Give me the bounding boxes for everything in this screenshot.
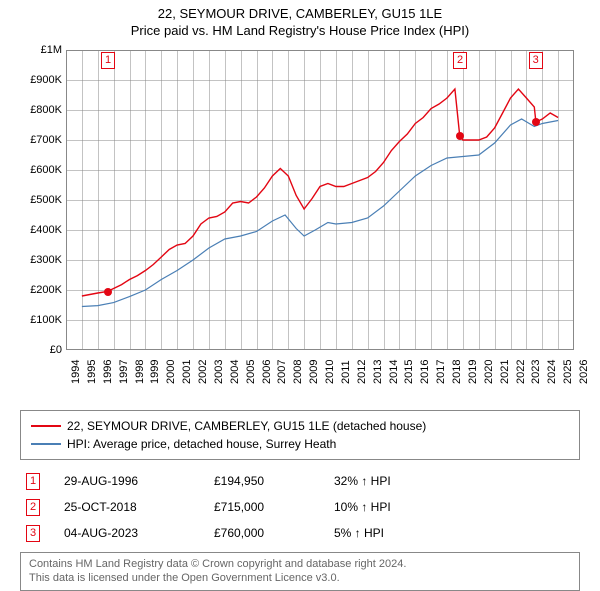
transaction-dot: [104, 288, 112, 296]
x-axis-label: 2020: [483, 360, 495, 384]
x-axis-label: 2022: [515, 360, 527, 384]
x-axis-label: 2012: [356, 360, 368, 384]
transaction-number-badge: 3: [26, 525, 40, 542]
x-axis-label: 2018: [451, 360, 463, 384]
transaction-price: £715,000: [214, 500, 334, 514]
x-axis-label: 2003: [213, 360, 225, 384]
legend-swatch: [31, 425, 61, 427]
x-axis-label: 2001: [181, 360, 193, 384]
x-axis-label: 1999: [149, 360, 161, 384]
chart-title-block: 22, SEYMOUR DRIVE, CAMBERLEY, GU15 1LE P…: [0, 0, 600, 40]
transaction-dot: [456, 132, 464, 140]
transaction-row: 3 04-AUG-2023£760,0005% ↑ HPI: [20, 520, 580, 546]
legend-label: 22, SEYMOUR DRIVE, CAMBERLEY, GU15 1LE (…: [67, 419, 426, 433]
transaction-callout: 3: [529, 52, 543, 69]
legend: 22, SEYMOUR DRIVE, CAMBERLEY, GU15 1LE (…: [20, 410, 580, 460]
transaction-number-badge: 2: [26, 499, 40, 516]
x-axis-label: 2021: [499, 360, 511, 384]
transaction-number-badge: 1: [26, 473, 40, 490]
x-axis-label: 2016: [419, 360, 431, 384]
legend-item: HPI: Average price, detached house, Surr…: [31, 435, 569, 453]
x-axis-label: 1997: [118, 360, 130, 384]
footer-line2: This data is licensed under the Open Gov…: [29, 571, 571, 585]
title-subtitle: Price paid vs. HM Land Registry's House …: [0, 23, 600, 38]
x-axis-label: 2015: [403, 360, 415, 384]
legend-swatch: [31, 443, 61, 445]
x-axis-label: 2024: [546, 360, 558, 384]
x-axis-label: 2002: [197, 360, 209, 384]
x-axis-label: 2009: [308, 360, 320, 384]
transaction-pct: 32% ↑ HPI: [334, 474, 434, 488]
transaction-pct: 10% ↑ HPI: [334, 500, 434, 514]
chart-area: £0£100K£200K£300K£400K£500K£600K£700K£80…: [20, 44, 580, 404]
transaction-table: 1 29-AUG-1996£194,95032% ↑ HPI 2 25-OCT-201…: [20, 468, 580, 546]
x-axis-label: 2014: [388, 360, 400, 384]
transaction-dot: [532, 118, 540, 126]
x-axis-label: 1998: [134, 360, 146, 384]
transaction-date: 04-AUG-2023: [64, 526, 214, 540]
transaction-callout: 2: [453, 52, 467, 69]
x-axis-label: 2006: [261, 360, 273, 384]
footer-line1: Contains HM Land Registry data © Crown c…: [29, 557, 571, 571]
series-svg: [20, 44, 576, 352]
transaction-row: 2 25-OCT-2018£715,00010% ↑ HPI: [20, 494, 580, 520]
x-axis-label: 2026: [578, 360, 590, 384]
x-axis-label: 2000: [165, 360, 177, 384]
x-axis-label: 1995: [86, 360, 98, 384]
transaction-row: 1 29-AUG-1996£194,95032% ↑ HPI: [20, 468, 580, 494]
legend-item: 22, SEYMOUR DRIVE, CAMBERLEY, GU15 1LE (…: [31, 417, 569, 435]
x-axis-label: 2008: [292, 360, 304, 384]
transaction-date: 29-AUG-1996: [64, 474, 214, 488]
x-axis-label: 1996: [102, 360, 114, 384]
x-axis-label: 2019: [467, 360, 479, 384]
x-axis-label: 2011: [340, 360, 352, 384]
x-axis-label: 2025: [562, 360, 574, 384]
x-axis-label: 2005: [245, 360, 257, 384]
transaction-date: 25-OCT-2018: [64, 500, 214, 514]
legend-label: HPI: Average price, detached house, Surr…: [67, 437, 336, 451]
attribution-footer: Contains HM Land Registry data © Crown c…: [20, 552, 580, 591]
x-axis-label: 2017: [435, 360, 447, 384]
x-axis-label: 2013: [372, 360, 384, 384]
x-axis-label: 2023: [530, 360, 542, 384]
title-address: 22, SEYMOUR DRIVE, CAMBERLEY, GU15 1LE: [0, 6, 600, 21]
transaction-price: £194,950: [214, 474, 334, 488]
x-axis-label: 2007: [276, 360, 288, 384]
series-hpi: [82, 119, 558, 307]
x-axis-label: 1994: [70, 360, 82, 384]
transaction-price: £760,000: [214, 526, 334, 540]
series-price_paid: [82, 89, 558, 296]
transaction-pct: 5% ↑ HPI: [334, 526, 434, 540]
x-axis-label: 2004: [229, 360, 241, 384]
transaction-callout: 1: [101, 52, 115, 69]
x-axis-label: 2010: [324, 360, 336, 384]
